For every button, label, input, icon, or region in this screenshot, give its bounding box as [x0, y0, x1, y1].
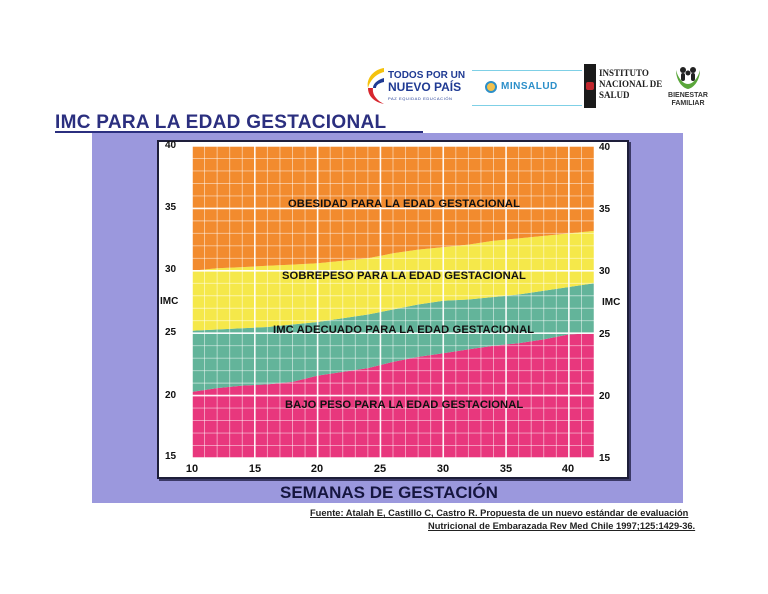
instituto-nacional-de-salud-logo: INSTITUTO NACIONAL DE SALUD: [584, 64, 664, 110]
x-tick: 20: [310, 463, 324, 475]
x-tick: 40: [561, 463, 575, 475]
y-tick-right: 20: [599, 391, 611, 402]
y-tick-left: 35: [165, 202, 177, 213]
band-label-sobrepeso: SOBREPESO PARA LA EDAD GESTACIONAL: [282, 270, 526, 282]
chart-plot-area: [192, 146, 594, 458]
band-label-obesidad: OBESIDAD PARA LA EDAD GESTACIONAL: [288, 198, 521, 210]
todos-por-un-nuevo-pais-logo: TODOS POR UN NUEVO PAÍS PAZ EQUIDAD EDUC…: [360, 64, 470, 110]
y-axis-label-left: IMC: [160, 296, 179, 307]
band-label-bajo-peso: BAJO PESO PARA LA EDAD GESTACIONAL: [285, 399, 524, 411]
x-tick: 15: [248, 463, 262, 475]
page-title: IMC PARA LA EDAD GESTACIONAL: [55, 112, 387, 133]
x-tick: 10: [185, 463, 199, 475]
source-citation-line1: Fuente: Atalah E, Castillo C, Castro R. …: [310, 508, 689, 518]
colombia-flag-swoosh-icon: [367, 68, 384, 104]
x-axis-label: SEMANAS DE GESTACIÓN: [280, 483, 498, 502]
y-tick-left: 30: [165, 264, 177, 275]
x-tick: 25: [373, 463, 387, 475]
ins-emblem-icon: [584, 64, 596, 108]
family-hands-icon: [676, 67, 700, 89]
bienestar-familiar-logo: BIENESTAR FAMILIAR: [666, 64, 710, 112]
x-tick: 35: [499, 463, 513, 475]
imc-area-chart: [192, 146, 594, 458]
y-tick-left: 40: [165, 140, 177, 151]
coat-of-arms-icon: [485, 81, 497, 93]
y-tick-right: 25: [599, 329, 611, 340]
band-label-adecuado: IMC ADECUADO PARA LA EDAD GESTACIONAL: [273, 324, 535, 336]
source-citation-line2: Nutricional de Embarazada Rev Med Chile …: [428, 521, 696, 531]
header-logos: TODOS POR UN NUEVO PAÍS PAZ EQUIDAD EDUC…: [360, 62, 710, 114]
y-tick-right: 15: [599, 453, 611, 464]
y-tick-left: 20: [165, 390, 177, 401]
y-tick-left: 15: [165, 451, 177, 462]
y-axis-label-right: IMC: [602, 297, 621, 308]
y-tick-right: 30: [599, 266, 611, 277]
y-tick-right: 35: [599, 204, 611, 215]
y-tick-right: 40: [599, 142, 611, 153]
title-underline: [55, 131, 423, 133]
y-tick-left: 25: [165, 327, 177, 338]
x-tick: 30: [436, 463, 450, 475]
minsalud-logo: MINSALUD: [472, 70, 582, 106]
